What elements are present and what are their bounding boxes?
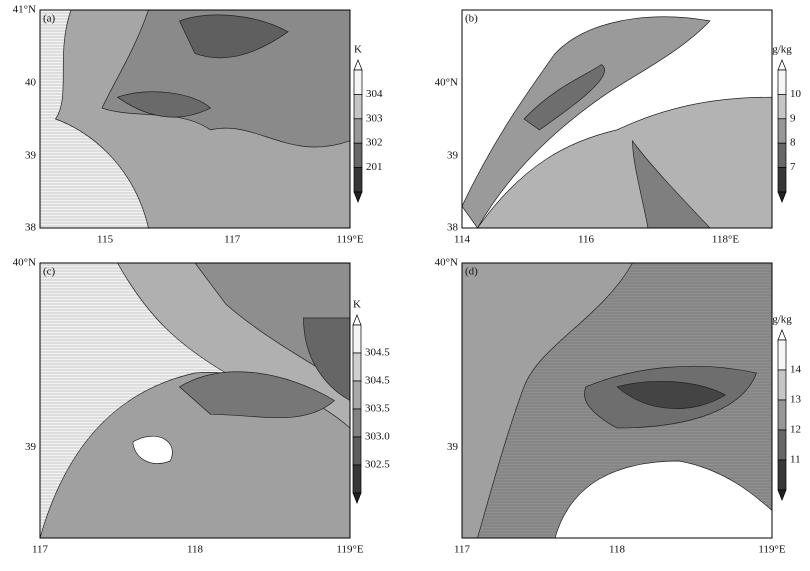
map-frame bbox=[461, 9, 773, 229]
contour-region bbox=[178, 371, 336, 419]
colorbar-segment bbox=[353, 118, 363, 144]
colorbar-segment bbox=[777, 429, 787, 461]
contour-region bbox=[461, 16, 711, 229]
y-tick-label: 39 bbox=[25, 150, 37, 162]
x-tick-label: 115 bbox=[97, 234, 114, 246]
colorbar-segment bbox=[777, 369, 787, 401]
colorbar-end bbox=[353, 191, 363, 203]
map-frame bbox=[461, 262, 773, 539]
colorbar-end bbox=[777, 489, 787, 501]
colorbar-end bbox=[352, 314, 362, 326]
x-tick-label: 119°E bbox=[336, 544, 363, 556]
colorbar-segment bbox=[352, 436, 362, 466]
colorbar-segment bbox=[777, 69, 787, 95]
colorbar-label: 7 bbox=[790, 161, 796, 173]
y-tick-label: 40°N bbox=[435, 77, 458, 89]
contour-region bbox=[179, 14, 289, 59]
colorbar-label: 13 bbox=[790, 394, 802, 406]
map-panel: (d) 40°N 39 117 118 119°E g/kg 14 13 12 11 bbox=[435, 257, 802, 556]
colorbar-segment bbox=[352, 408, 362, 438]
colorbar-label: 8 bbox=[790, 137, 796, 149]
colorbar-segment bbox=[777, 167, 787, 193]
x-tick-label: 118 bbox=[187, 544, 204, 556]
colorbar-segment bbox=[352, 380, 362, 410]
colorbar-unit: K bbox=[354, 44, 362, 56]
contour-region bbox=[116, 91, 212, 118]
colorbar-label: 10 bbox=[790, 88, 802, 100]
colorbar-segment bbox=[777, 399, 787, 431]
x-tick-label: 118°E bbox=[712, 234, 739, 246]
colorbar-unit: K bbox=[353, 299, 361, 311]
contour-region bbox=[476, 96, 773, 229]
x-tick-label: 117 bbox=[32, 544, 49, 556]
colorbar-end bbox=[352, 492, 362, 504]
colorbar-label: 303.0 bbox=[365, 431, 390, 443]
map-panel: (a) 41°N 40 39 38 115 117 119°E K 304 303 302 201 bbox=[13, 4, 383, 246]
colorbar-label: 303 bbox=[366, 112, 383, 124]
y-tick-label: 39 bbox=[447, 150, 459, 162]
colorbar-label: 14 bbox=[790, 364, 802, 376]
y-tick-label: 41°N bbox=[13, 4, 36, 16]
y-tick-label: 40°N bbox=[13, 257, 36, 269]
colorbar-unit: g/kg bbox=[772, 44, 792, 56]
colorbar-label: 12 bbox=[790, 424, 801, 436]
y-tick-label: 39 bbox=[447, 441, 459, 453]
contour-region bbox=[554, 460, 773, 539]
colorbar-segment bbox=[777, 118, 787, 144]
colorbar-segment bbox=[352, 352, 362, 382]
contour-region bbox=[132, 436, 173, 464]
colorbar-label: 201 bbox=[366, 161, 383, 173]
colorbar-segment bbox=[777, 339, 787, 371]
x-tick-label: 117 bbox=[454, 544, 471, 556]
colorbar-segment bbox=[353, 167, 363, 193]
map-panel: (c) 40°N 39 117 118 119°E K 304.5 304.5 303.5 303.… bbox=[13, 257, 391, 556]
y-tick-label: 38 bbox=[447, 222, 459, 234]
y-tick-label: 40°N bbox=[435, 257, 458, 269]
map-frame bbox=[39, 9, 351, 229]
map-frame bbox=[39, 262, 351, 539]
x-tick-label: 119°E bbox=[758, 544, 785, 556]
contour-region bbox=[461, 262, 634, 539]
colorbar-end bbox=[777, 191, 787, 203]
colorbar-segment bbox=[777, 459, 787, 491]
x-tick-label: 114 bbox=[454, 234, 471, 246]
colorbar-label: 304.5 bbox=[365, 347, 390, 359]
y-tick-label: 38 bbox=[25, 222, 37, 234]
panel-label: (a) bbox=[43, 13, 56, 25]
contour-region bbox=[523, 64, 605, 131]
colorbar-unit: g/kg bbox=[772, 314, 792, 326]
colorbar-segment bbox=[777, 94, 787, 120]
colorbar-label: 304.5 bbox=[365, 375, 390, 387]
colorbar-segment bbox=[353, 69, 363, 95]
colorbar-end bbox=[777, 59, 787, 71]
panel-label: (b) bbox=[465, 13, 478, 25]
colorbar-segment bbox=[353, 142, 363, 168]
y-tick-label: 39 bbox=[25, 441, 37, 453]
y-tick-label: 40 bbox=[25, 77, 37, 89]
contour-region bbox=[616, 381, 727, 409]
x-tick-label: 117 bbox=[224, 234, 241, 246]
panel-label: (c) bbox=[43, 266, 56, 278]
colorbar-label: 302 bbox=[366, 137, 383, 149]
x-tick-label: 116 bbox=[578, 234, 595, 246]
colorbar-label: 303.5 bbox=[365, 403, 390, 415]
x-tick-label: 118 bbox=[609, 544, 626, 556]
colorbar-label: 11 bbox=[790, 454, 801, 466]
colorbar-label: 304 bbox=[366, 88, 383, 100]
colorbar-segment bbox=[352, 324, 362, 354]
colorbar-segment bbox=[352, 464, 362, 494]
colorbar-segment bbox=[777, 142, 787, 168]
x-tick-label: 119°E bbox=[336, 234, 363, 246]
panel-label: (d) bbox=[465, 266, 478, 278]
colorbar-end bbox=[777, 329, 787, 341]
colorbar-end bbox=[353, 59, 363, 71]
colorbar-segment bbox=[353, 94, 363, 120]
colorbar-label: 302.5 bbox=[365, 459, 390, 471]
colorbar-label: 9 bbox=[790, 112, 796, 124]
